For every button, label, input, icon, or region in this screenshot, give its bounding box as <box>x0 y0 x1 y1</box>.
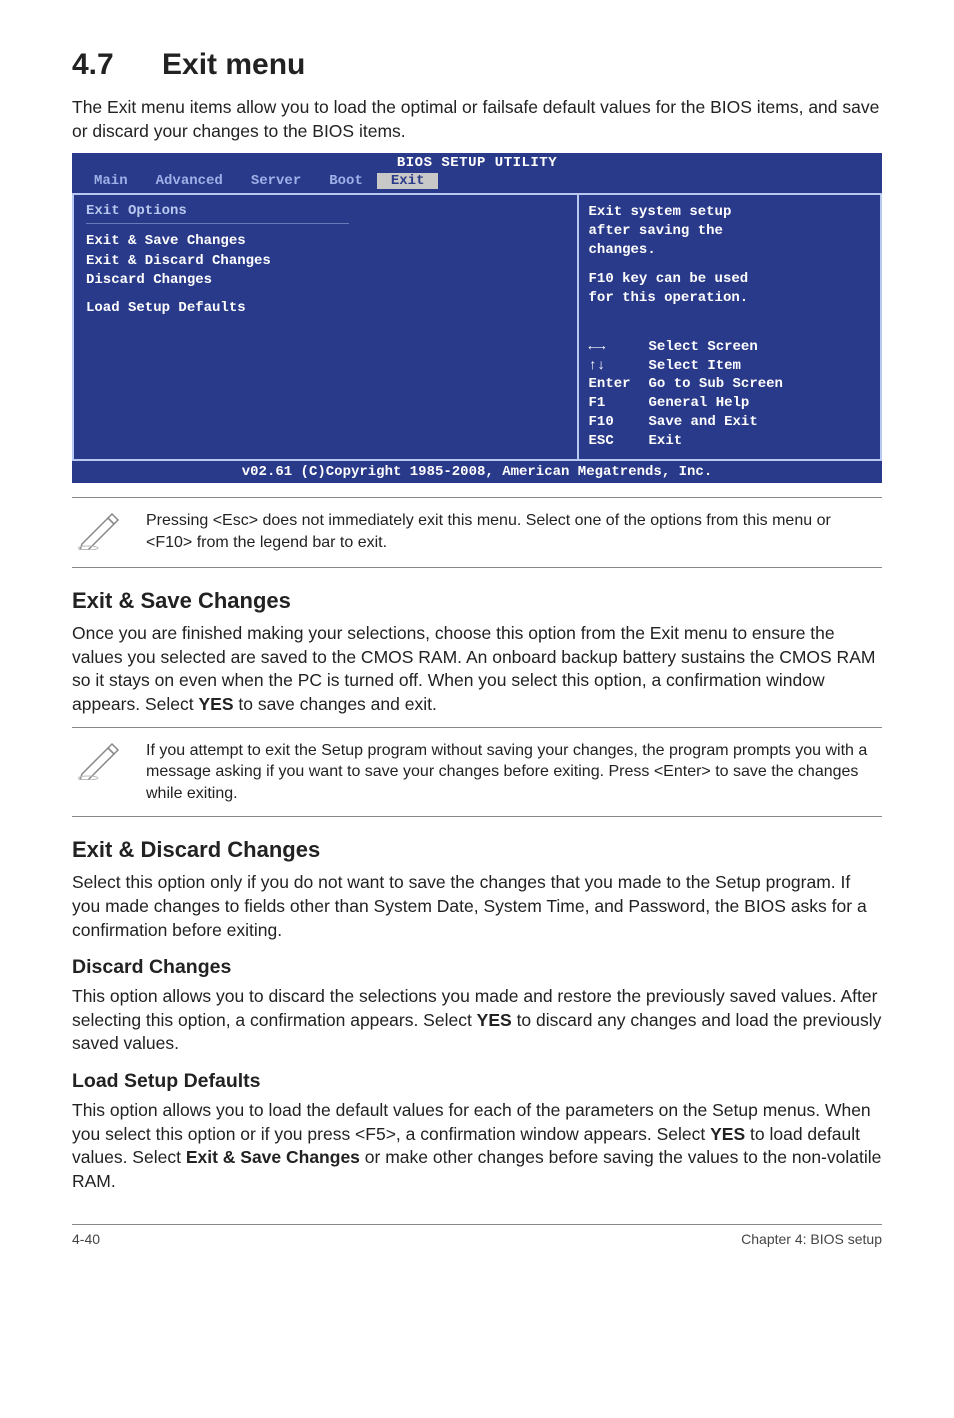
key-desc: Exit <box>649 432 683 451</box>
bios-tab[interactable]: Server <box>237 173 315 189</box>
bios-help-text: Exit system setup after saving the chang… <box>589 203 870 307</box>
key-desc: Select Item <box>649 357 741 376</box>
bios-screenshot: BIOS SETUP UTILITY Main Advanced Server … <box>72 153 882 483</box>
bios-options-heading: Exit Options <box>86 203 565 219</box>
bios-key-legend: ←→Select Screen ↑↓Select Item EnterGo to… <box>589 338 870 451</box>
note-text: If you attempt to exit the Setup program… <box>146 740 876 805</box>
text: Once you are finished making your select… <box>72 623 875 714</box>
bios-tab-bar: Main Advanced Server Boot Exit <box>72 173 882 193</box>
subsection-body: Once you are finished making your select… <box>72 622 882 717</box>
help-line: for this operation. <box>589 289 870 308</box>
pencil-icon <box>78 740 124 785</box>
key-desc: Save and Exit <box>649 413 758 432</box>
bios-tab[interactable]: Boot <box>315 173 377 189</box>
help-line: Exit system setup <box>589 203 870 222</box>
bios-tab[interactable]: Main <box>80 173 142 189</box>
help-line: F10 key can be used <box>589 270 870 289</box>
bios-right-pane: Exit system setup after saving the chang… <box>577 195 880 459</box>
subsection-body: This option allows you to discard the se… <box>72 985 882 1056</box>
pencil-icon <box>78 510 124 555</box>
help-line: changes. <box>589 241 870 260</box>
bios-menu-item[interactable]: Load Setup Defaults <box>86 299 565 319</box>
spacer <box>589 260 870 270</box>
intro-paragraph: The Exit menu items allow you to load th… <box>72 96 882 143</box>
subsection-heading: Exit & Save Changes <box>72 588 882 614</box>
divider <box>86 223 349 224</box>
key: F1 <box>589 394 649 413</box>
key-desc: Go to Sub Screen <box>649 375 783 394</box>
section-number: 4.7 <box>72 48 162 82</box>
key: F10 <box>589 413 649 432</box>
key: ←→ <box>589 338 649 357</box>
bios-copyright: v02.61 (C)Copyright 1985-2008, American … <box>72 461 882 483</box>
spacer <box>86 291 565 299</box>
chapter-label: Chapter 4: BIOS setup <box>741 1231 882 1247</box>
page-number: 4-40 <box>72 1231 100 1247</box>
bios-tab[interactable]: Advanced <box>142 173 237 189</box>
key: ↑↓ <box>589 357 649 376</box>
section-heading: 4.7Exit menu <box>72 48 882 82</box>
subsection-heading: Exit & Discard Changes <box>72 837 882 863</box>
subsection-heading: Discard Changes <box>72 956 882 979</box>
section-title: Exit menu <box>162 48 305 81</box>
subsection-body: This option allows you to load the defau… <box>72 1099 882 1194</box>
bios-menu-item[interactable]: Exit & Discard Changes <box>86 252 565 272</box>
page-footer: 4-40 Chapter 4: BIOS setup <box>72 1224 882 1247</box>
bios-left-pane: Exit Options Exit & Save Changes Exit & … <box>74 195 577 459</box>
bios-tab-active[interactable]: Exit <box>377 173 439 189</box>
bios-title: BIOS SETUP UTILITY <box>72 153 882 173</box>
subsection-body: Select this option only if you do not wa… <box>72 871 882 942</box>
subsection-heading: Load Setup Defaults <box>72 1070 882 1093</box>
key-desc: General Help <box>649 394 750 413</box>
bios-menu-item[interactable]: Exit & Save Changes <box>86 232 565 252</box>
bold-text: YES <box>477 1010 512 1030</box>
note-box: Pressing <Esc> does not immediately exit… <box>72 497 882 568</box>
help-line: after saving the <box>589 222 870 241</box>
note-box: If you attempt to exit the Setup program… <box>72 727 882 818</box>
text: to save changes and exit. <box>234 694 437 714</box>
bold-text: Exit & Save Changes <box>186 1147 360 1167</box>
bios-body: Exit Options Exit & Save Changes Exit & … <box>72 193 882 461</box>
bold-text: YES <box>198 694 233 714</box>
key: Enter <box>589 375 649 394</box>
key: ESC <box>589 432 649 451</box>
note-text: Pressing <Esc> does not immediately exit… <box>146 510 876 553</box>
key-desc: Select Screen <box>649 338 758 357</box>
bios-menu-item[interactable]: Discard Changes <box>86 271 565 291</box>
bold-text: YES <box>710 1124 745 1144</box>
